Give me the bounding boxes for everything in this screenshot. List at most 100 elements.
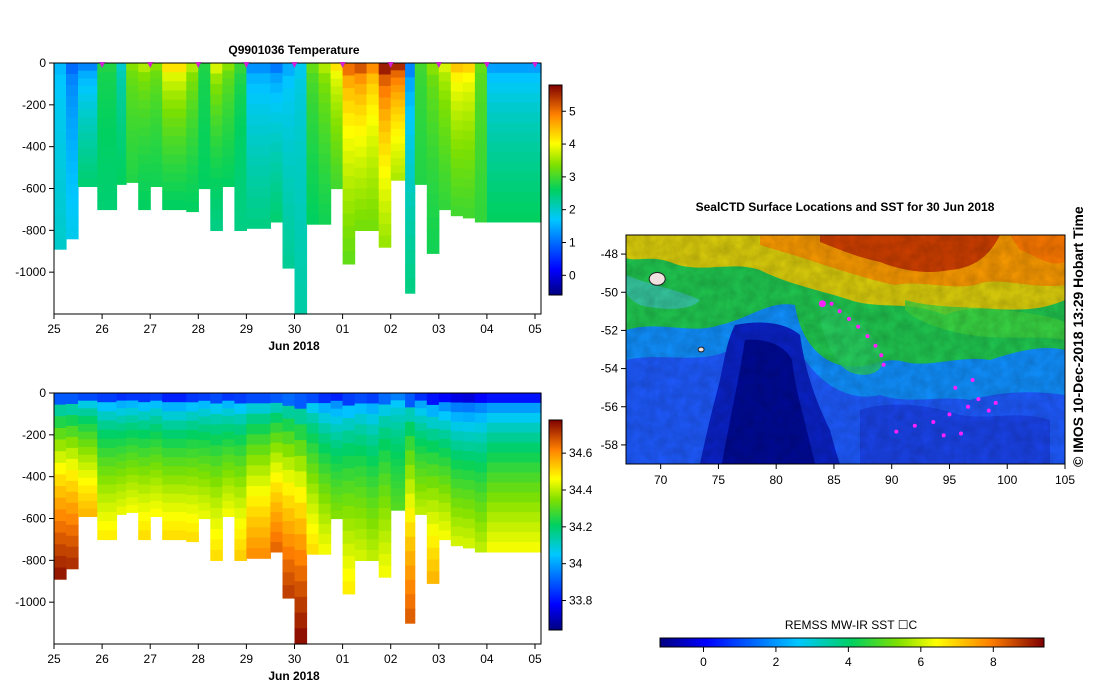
profile-cell: [282, 521, 296, 535]
profile-cell: [210, 487, 223, 499]
profile-cell: [450, 536, 464, 547]
profile-cell: [234, 476, 247, 488]
profile-cell: [378, 86, 392, 99]
profile-cell: [462, 528, 476, 539]
profile-cell: [222, 86, 235, 95]
profile-cell: [126, 77, 139, 86]
profile-cell: [462, 460, 476, 471]
profile-cell: [222, 163, 235, 172]
profile-cell: [366, 104, 380, 116]
profile-cell: [126, 400, 139, 409]
profile-cell: [222, 493, 235, 502]
sst-colorbar-label: REMSS MW-IR SST ☐C: [785, 618, 918, 632]
profile-cell: [54, 544, 67, 557]
profile-cell: [210, 146, 223, 158]
y-tick-label: -800: [22, 223, 46, 237]
profile-cell: [198, 487, 211, 496]
profile-cell: [330, 70, 344, 80]
y-tick-label: 0: [39, 386, 46, 400]
profile-cell: [366, 413, 380, 425]
profile-cell: [414, 138, 428, 147]
profile-cell: [270, 512, 283, 523]
profile-cell: [210, 167, 223, 179]
profile-cell: [486, 92, 542, 104]
profile-cell: [450, 72, 464, 83]
sealctd-surface-locations: [818, 300, 998, 438]
profile-cell: [474, 122, 488, 134]
profile-cell: [54, 393, 67, 406]
profile-cell: [330, 432, 344, 441]
profile-cell: [330, 102, 344, 111]
profile-cell: [486, 212, 542, 223]
profile-cell: [330, 117, 344, 127]
profile-cell: [390, 451, 406, 460]
profile-cell: [294, 565, 308, 582]
profile-cell: [116, 131, 127, 140]
profile-cell: [234, 455, 247, 467]
profile-cell: [126, 445, 139, 454]
profile-cell: [78, 140, 98, 149]
profile-cell: [390, 393, 406, 401]
profile-cell: [222, 109, 235, 118]
profile-cell: [78, 501, 98, 510]
profile-cell: [282, 482, 296, 497]
profile-cell: [474, 442, 488, 454]
profile-cell: [450, 148, 464, 159]
profile-cell: [54, 132, 67, 145]
profile-cell: [150, 400, 163, 409]
profile-cell: [366, 83, 380, 95]
profile-cell: [378, 473, 392, 486]
profile-cell: [270, 132, 283, 143]
profile-cell: [210, 393, 223, 405]
profile-cell: [366, 466, 380, 478]
profile-cell: [282, 101, 296, 115]
profile-cell: [438, 447, 452, 458]
profile-cell: [438, 127, 452, 137]
profile-cell: [270, 402, 283, 414]
colorbar-tick-label: 5: [569, 104, 576, 118]
profile-cell: [438, 182, 452, 192]
profile-cell: [462, 422, 476, 433]
profile-cell: [66, 404, 79, 416]
profile-cell: [222, 400, 235, 409]
profile-cell: [222, 508, 235, 517]
profile-cell: [462, 63, 476, 74]
profile-cell: [270, 102, 283, 114]
profile-cell: [390, 473, 406, 482]
profile-cell: [450, 526, 464, 537]
profile-cell: [222, 477, 235, 487]
profile-cell: [162, 512, 187, 522]
profile-cell: [330, 416, 344, 425]
profile-cell: [150, 508, 163, 517]
profile-cell: [330, 479, 344, 488]
profile-cell: [282, 508, 296, 522]
latitude-tick-label: -50: [601, 285, 619, 299]
profile-cell: [294, 282, 308, 299]
profile-cell: [198, 463, 211, 472]
profile-cell: [318, 544, 332, 555]
profile-cell: [354, 529, 368, 541]
profile-cell: [486, 402, 542, 414]
profile-cell: [270, 422, 283, 434]
profile-cell: [426, 440, 440, 454]
profile-cell: [198, 416, 211, 425]
profile-cell: [198, 400, 211, 410]
colorbar-tick-label: 34.6: [569, 446, 593, 460]
profile-cell: [426, 182, 440, 195]
profile-cell: [405, 464, 416, 480]
profile-cell: [234, 188, 247, 200]
profile-cell: [282, 191, 296, 205]
colorbar-tick-label: 2: [569, 203, 576, 217]
profile-cell: [78, 178, 98, 187]
profile-cell: [97, 393, 118, 403]
profile-cell: [318, 163, 332, 175]
profile-cell: [222, 447, 235, 456]
profile-cell: [116, 453, 127, 462]
profile-cell: [306, 433, 320, 444]
profile-cell: [426, 500, 440, 513]
profile-cell: [66, 447, 79, 460]
profile-cell: [426, 393, 440, 406]
profile-cell: [366, 219, 380, 231]
profile-cell: [390, 400, 406, 409]
profile-cell: [414, 146, 428, 155]
